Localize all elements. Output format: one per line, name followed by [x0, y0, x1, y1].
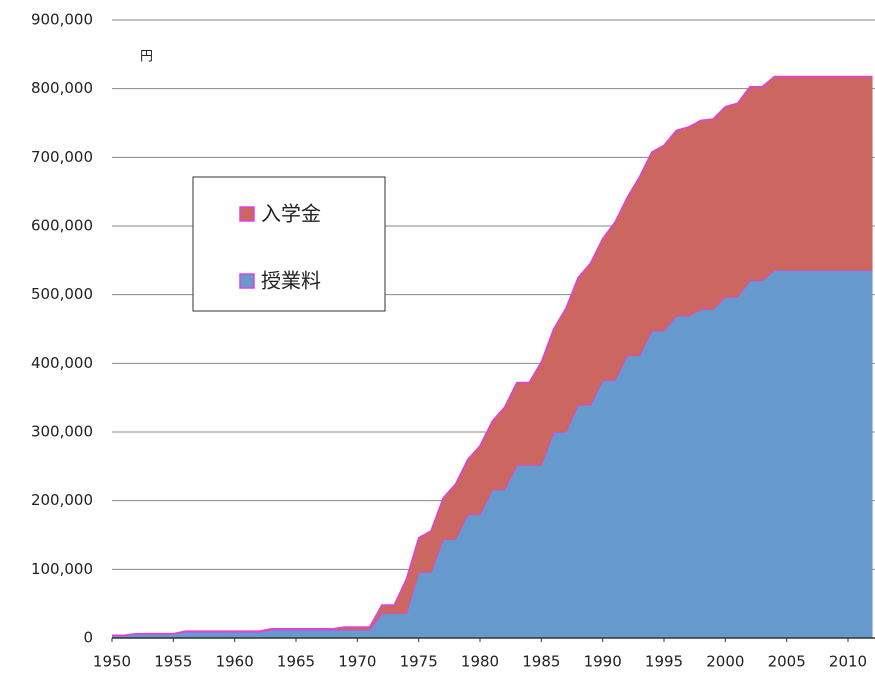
y-unit: 円	[140, 50, 153, 65]
area-edge	[112, 75, 873, 637]
area	[112, 76, 873, 636]
x-tick-label: 1990	[584, 653, 622, 671]
legend-swatch	[239, 206, 255, 222]
area	[112, 270, 873, 638]
y-tick-label: 500,000	[31, 285, 93, 303]
x-tick-label: 1960	[216, 653, 254, 671]
y-tick-label: 200,000	[31, 491, 93, 509]
legend-box	[192, 176, 386, 312]
y-tick-label: 0	[83, 629, 93, 647]
y-tick-label: 300,000	[31, 423, 93, 441]
x-tick-label: 1950	[93, 653, 131, 671]
x-tick-label: 1975	[400, 653, 438, 671]
x-tick-label: 1980	[461, 653, 499, 671]
legend-label: 授業料	[261, 269, 321, 293]
x-tick-label: 2005	[768, 653, 806, 671]
x-tick-label: 1965	[277, 653, 315, 671]
x-tick-label: 1985	[522, 653, 560, 671]
x-tick-label: 1970	[338, 653, 376, 671]
legend-label: 入学金	[261, 202, 321, 226]
y-tick-label: 900,000	[31, 11, 93, 29]
x-tick-label: 1955	[154, 653, 192, 671]
y-tick-label: 700,000	[31, 148, 93, 166]
y-tick-label: 100,000	[31, 560, 93, 578]
x-tick-label: 2000	[706, 653, 744, 671]
y-tick-label: 600,000	[31, 217, 93, 235]
y-tick-label: 400,000	[31, 354, 93, 372]
x-tick-label: 2010	[829, 653, 867, 671]
y-tick-label: 800,000	[31, 79, 93, 97]
legend-swatch	[239, 273, 255, 289]
x-tick-label: 1995	[645, 653, 683, 671]
